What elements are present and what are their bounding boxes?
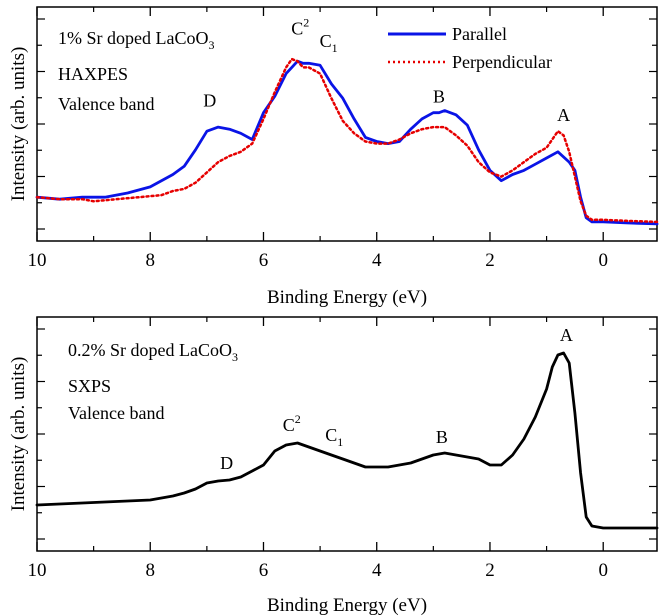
top-peak-labels: D C2 C1 B A (203, 15, 570, 125)
bottom-peak-labels: D C2 C1 B A (220, 325, 573, 473)
bottom-x-tick-label: 4 (372, 560, 382, 581)
bottom-series-line-spectrum (35, 351, 659, 530)
top-x-tick-label: 6 (259, 250, 269, 271)
bottom-panel: 10 8 6 4 2 0 D C2 C1 B A 0.2% Sr doped LaCoO3 SXP… (8, 316, 659, 616)
bottom-peak-label-a: A (560, 325, 573, 345)
top-peak-label-d: D (203, 91, 216, 111)
bottom-x-tick-label: 10 (28, 560, 47, 581)
top-peak-label-b: B (433, 86, 445, 106)
top-x-tick-label: 2 (485, 250, 495, 271)
bottom-peak-label-c1: C1 (325, 425, 343, 449)
legend-label-perpendicular: Perpendicular (452, 52, 552, 72)
top-peak-label-a: A (557, 105, 570, 125)
top-x-tick-label: 8 (145, 250, 155, 271)
bottom-peak-label-b: B (436, 427, 448, 447)
bottom-x-tick-label: 8 (145, 560, 155, 581)
top-sample-label: 1% Sr doped LaCoO3 (58, 28, 214, 52)
bottom-x-tick-label: 0 (598, 560, 608, 581)
bottom-x-tick-label: 6 (259, 560, 269, 581)
top-panel: 10 8 6 4 2 0 D C2 C1 B A 1% Sr doped LaCoO3 HAXPE… (8, 6, 659, 308)
bottom-region-label: Valence band (68, 403, 164, 423)
bottom-x-tick-label: 2 (485, 560, 495, 581)
top-ticks: 10 8 6 4 2 0 (28, 7, 657, 271)
top-series-line-perpendicular (35, 57, 659, 224)
top-x-axis-title: Binding Energy (eV) (267, 287, 427, 308)
top-x-tick-label: 4 (372, 250, 382, 271)
bottom-peak-label-c2: C2 (283, 412, 301, 435)
top-curves (35, 57, 659, 226)
legend: Parallel Perpendicular (388, 24, 552, 72)
bottom-peak-label-d: D (220, 453, 233, 473)
top-technique-label: HAXPES (58, 64, 128, 84)
bottom-curves (35, 351, 659, 530)
top-x-tick-label: 0 (598, 250, 608, 271)
bottom-y-axis-title: Intensity (arb. units) (8, 357, 29, 512)
bottom-technique-label: SXPS (68, 376, 111, 396)
bottom-ticks: 10 8 6 4 2 0 (28, 317, 657, 581)
bottom-x-axis-title: Binding Energy (eV) (267, 595, 427, 616)
top-y-axis-title: Intensity (arb. units) (8, 47, 29, 202)
legend-label-parallel: Parallel (452, 24, 507, 44)
top-series-line-parallel (35, 59, 659, 226)
top-peak-label-c1: C1 (320, 31, 338, 55)
top-region-label: Valence band (58, 94, 154, 114)
top-peak-label-c2: C2 (291, 15, 309, 38)
bottom-sample-label: 0.2% Sr doped LaCoO3 (68, 340, 238, 364)
top-x-tick-label: 10 (28, 250, 47, 271)
